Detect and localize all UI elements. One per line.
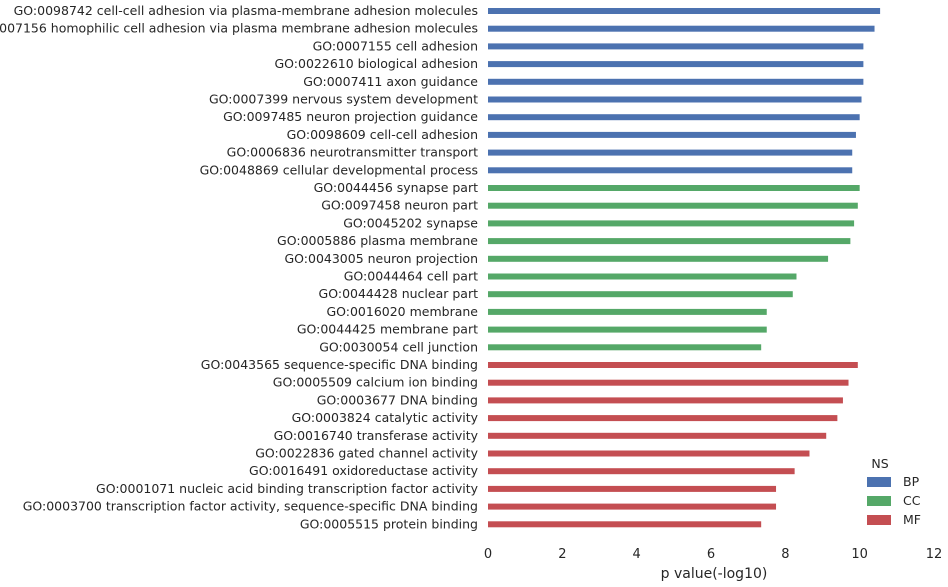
bar-mf [488,379,849,386]
y-tick-label: GO:0003700 transcription factor activity… [23,499,478,514]
bar-cc [488,291,793,298]
y-tick-label: GO:0001071 nucleic acid binding transcri… [96,481,479,496]
bar-mf [488,415,838,422]
legend-swatch-bp [867,477,891,487]
y-tick-label: GO:0048869 cellular developmental proces… [200,162,478,177]
y-tick-label: GO:0022610 biological adhesion [275,56,479,71]
legend-label-bp: BP [903,474,920,489]
y-tick-label: GO:0044425 membrane part [297,322,478,337]
y-tick-label: GO:0005886 plasma membrane [277,233,478,248]
x-tick-label: 10 [851,547,868,562]
bar-cc [488,220,855,227]
bar-mf [488,468,795,475]
bar-bp [488,96,862,103]
x-tick-labels: 0 2 4 6 8 10 12 [484,547,942,562]
bar-cc [488,238,851,245]
y-tick-label: GO:0045202 synapse [343,215,478,230]
y-tick-label: GO:0016740 transferase activity [274,428,479,443]
legend-label-cc: CC [903,493,921,508]
y-tick-label: GO:0016491 oxidoreductase activity [249,463,479,478]
bar-cc [488,255,829,262]
legend: NS BP CC MF [867,456,921,527]
x-tick-label: 8 [781,547,789,562]
y-tick-label: GO:0005515 protein binding [300,516,478,531]
bar-cc [488,273,797,280]
y-tick-label: GO:0007411 axon guidance [303,74,478,89]
y-tick-label: GO:0006836 neurotransmitter transport [227,145,478,160]
legend-title: NS [871,456,888,471]
y-tick-label: GO:0003677 DNA binding [317,392,478,407]
bar-bp [488,167,853,174]
bar-bp [488,8,881,14]
x-tick-label: 12 [926,547,943,562]
y-tick-label: GO:0007399 nervous system development [209,92,478,107]
x-tick-label: 2 [558,547,566,562]
y-tick-label: GO:0044428 nuclear part [319,286,479,301]
x-tick-label: 0 [484,547,492,562]
y-tick-label: GO:0003824 catalytic activity [292,410,479,425]
bar-bp [488,78,864,85]
bar-bp [488,61,864,68]
legend-swatch-cc [867,496,891,506]
bar-cc [488,344,762,351]
x-tick-label: 4 [633,547,641,562]
y-tick-labels: GO:0098742 cell-cell adhesion via plasma… [0,3,479,531]
x-axis-label: p value(-log10) [661,566,768,582]
bar-bp [488,149,853,156]
bar-cc [488,308,767,315]
bar-mf [488,450,810,457]
y-tick-label: GO:0097485 neuron projection guidance [223,109,478,124]
bar-cc [488,202,858,209]
y-tick-label: GO:0098742 cell-cell adhesion via plasma… [14,3,478,18]
y-tick-label: GO:0097458 neuron part [321,198,478,213]
bar-mf [488,485,777,492]
y-tick-label: GO:0044464 cell part [344,269,478,284]
bar-bp [488,25,875,32]
y-tick-label: GO:0016020 membrane [326,304,478,319]
y-tick-label: GO:0007156 homophilic cell adhesion via … [0,21,478,36]
bar-mf [488,503,777,510]
y-tick-label: GO:0030054 cell junction [319,339,478,354]
y-tick-label: GO:0044456 synapse part [314,180,478,195]
bars-group [488,8,881,528]
y-tick-label: GO:0022836 gated channel activity [255,446,478,461]
bar-mf [488,397,843,404]
bar-mf [488,432,827,439]
legend-label-mf: MF [903,512,921,527]
y-tick-label: GO:0007155 cell adhesion [313,38,478,53]
bar-cc [488,185,860,191]
bar-bp [488,114,860,121]
y-tick-label: GO:0005509 calcium ion binding [273,375,478,390]
bar-bp [488,131,856,138]
bar-cc [488,326,767,333]
y-tick-label: GO:0098609 cell-cell adhesion [287,127,478,142]
legend-swatch-mf [867,515,891,525]
y-tick-label: GO:0043565 sequence-specific DNA binding [201,357,478,372]
bar-mf [488,362,858,368]
y-tick-label: GO:0043005 neuron projection [284,251,478,266]
bar-bp [488,43,864,50]
x-tick-label: 6 [707,547,715,562]
bar-mf [488,521,762,528]
